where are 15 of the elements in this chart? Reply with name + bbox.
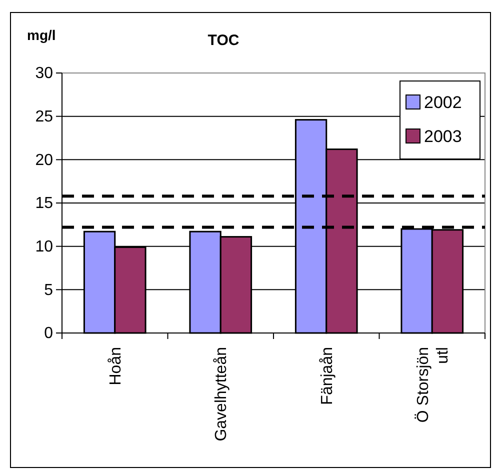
- chart-title: TOC: [208, 32, 240, 49]
- x-tick-label: Ö Storsjön utl: [414, 347, 452, 423]
- x-tick-label: Gavelhytteån: [213, 347, 230, 442]
- legend-label: 2003: [424, 127, 462, 146]
- y-tick-label: 20: [35, 152, 54, 169]
- legend-label: 2002: [424, 93, 462, 112]
- y-axis-title: mg/l: [27, 27, 56, 43]
- x-tick-label: Hoån: [107, 347, 124, 386]
- x-tick-label: Fänjaån: [318, 347, 336, 405]
- y-tick-label: 10: [35, 238, 54, 256]
- y-tick-label: 30: [35, 65, 54, 82]
- y-tick-label: 0: [44, 325, 54, 342]
- y-tick-label: 15: [35, 195, 54, 212]
- y-tick-label: 25: [35, 108, 54, 126]
- y-tick-label: 5: [44, 282, 54, 299]
